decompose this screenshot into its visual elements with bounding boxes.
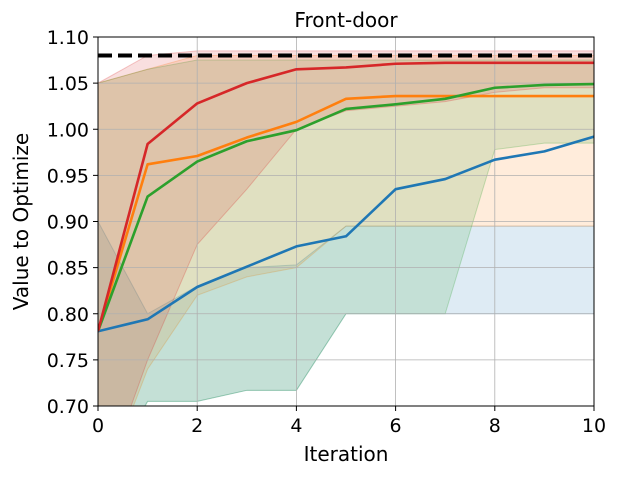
x-tick-label-5: 10 xyxy=(582,415,606,437)
series-line-1 xyxy=(98,135,594,333)
x-tick-label-4: 8 xyxy=(489,415,501,437)
series-line-2 xyxy=(98,94,594,332)
y-tick-label-8: 1.10 xyxy=(47,27,89,49)
x-axis-label: Iteration xyxy=(304,442,389,466)
y-tick-label-5: 0.95 xyxy=(47,165,89,187)
chart-title: Front-door xyxy=(294,8,398,32)
confidence-bands xyxy=(98,50,594,406)
y-tick-label-2: 0.80 xyxy=(47,304,89,326)
y-tick-label-3: 0.85 xyxy=(47,258,89,280)
y-tick-label-6: 1.00 xyxy=(47,119,89,141)
y-tick-label-1: 0.75 xyxy=(47,350,89,372)
y-axis-ticks: 0.70 0.75 0.80 0.85 0.90 0.95 1.00 1.05 1.10 xyxy=(47,27,98,418)
x-tick-label-2: 4 xyxy=(290,415,302,437)
series-line-3 xyxy=(98,82,594,332)
y-tick-label-7: 1.05 xyxy=(47,73,89,95)
x-tick-label-0: 0 xyxy=(92,415,104,437)
y-tick-label-4: 0.90 xyxy=(47,212,89,234)
band-series-4 xyxy=(98,50,594,406)
series-line-4 xyxy=(98,61,594,332)
series-lines xyxy=(98,61,594,333)
y-tick-label-0: 0.70 xyxy=(47,396,89,418)
x-tick-label-3: 6 xyxy=(390,415,402,437)
x-axis-ticks: 0 2 4 6 8 10 xyxy=(92,406,606,437)
x-tick-label-1: 2 xyxy=(191,415,203,437)
y-axis-label: Value to Optimize xyxy=(9,133,33,310)
